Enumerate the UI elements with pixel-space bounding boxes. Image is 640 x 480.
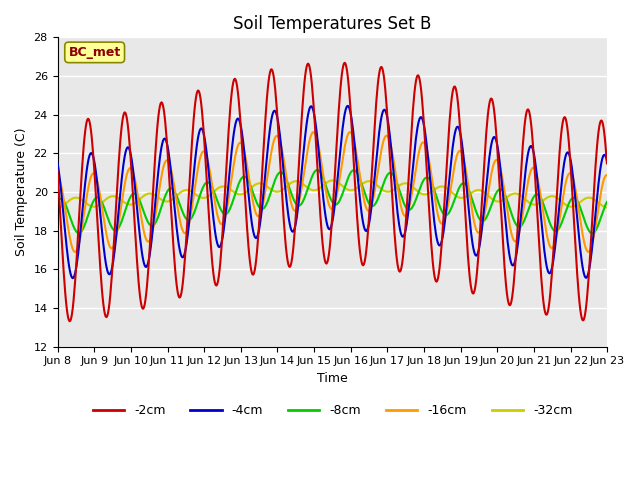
-8cm xyxy=(176,202,184,207)
-32cm xyxy=(120,199,128,205)
-4cm xyxy=(205,178,213,183)
-32cm xyxy=(176,190,184,196)
-32cm xyxy=(54,204,61,210)
-2cm xyxy=(177,293,184,299)
Line: -32cm: -32cm xyxy=(58,180,607,207)
-4cm xyxy=(417,114,424,120)
-32cm xyxy=(400,180,408,186)
Y-axis label: Soil Temperature (C): Soil Temperature (C) xyxy=(15,128,28,256)
-2cm xyxy=(417,82,424,88)
-2cm xyxy=(63,311,71,317)
-2cm xyxy=(66,318,74,324)
-32cm xyxy=(603,204,611,210)
-32cm xyxy=(63,199,71,205)
-4cm xyxy=(121,153,129,159)
Text: BC_met: BC_met xyxy=(68,46,121,59)
-32cm xyxy=(416,190,424,196)
-32cm xyxy=(205,193,212,199)
-32cm xyxy=(329,178,337,183)
-2cm xyxy=(121,109,129,115)
-8cm xyxy=(205,180,212,186)
Line: -16cm: -16cm xyxy=(58,132,607,252)
-8cm xyxy=(589,230,596,236)
-8cm xyxy=(314,167,321,173)
-4cm xyxy=(69,276,77,281)
-8cm xyxy=(400,200,408,205)
-16cm xyxy=(63,221,71,227)
Line: -2cm: -2cm xyxy=(58,63,607,321)
Title: Soil Temperatures Set B: Soil Temperatures Set B xyxy=(234,15,431,33)
Legend: -2cm, -4cm, -8cm, -16cm, -32cm: -2cm, -4cm, -8cm, -16cm, -32cm xyxy=(88,399,577,422)
Line: -8cm: -8cm xyxy=(58,170,607,233)
-4cm xyxy=(54,160,61,166)
-8cm xyxy=(416,186,424,192)
-16cm xyxy=(121,181,129,187)
-16cm xyxy=(54,172,61,178)
-8cm xyxy=(63,206,71,212)
-8cm xyxy=(120,212,128,217)
-2cm xyxy=(401,239,408,244)
-4cm xyxy=(63,252,71,257)
-4cm xyxy=(401,232,408,238)
-16cm xyxy=(417,144,424,149)
-4cm xyxy=(603,158,611,164)
-2cm xyxy=(205,224,213,230)
-2cm xyxy=(54,168,61,174)
-16cm xyxy=(603,172,611,178)
Line: -4cm: -4cm xyxy=(58,106,607,278)
-16cm xyxy=(177,220,184,226)
-2cm xyxy=(603,160,611,166)
X-axis label: Time: Time xyxy=(317,372,348,385)
-16cm xyxy=(205,167,213,172)
-16cm xyxy=(401,213,408,218)
-2cm xyxy=(341,60,349,66)
-16cm xyxy=(346,129,354,135)
-4cm xyxy=(344,103,352,109)
-4cm xyxy=(177,251,184,256)
-8cm xyxy=(603,199,611,205)
-8cm xyxy=(54,198,61,204)
-16cm xyxy=(71,249,79,255)
